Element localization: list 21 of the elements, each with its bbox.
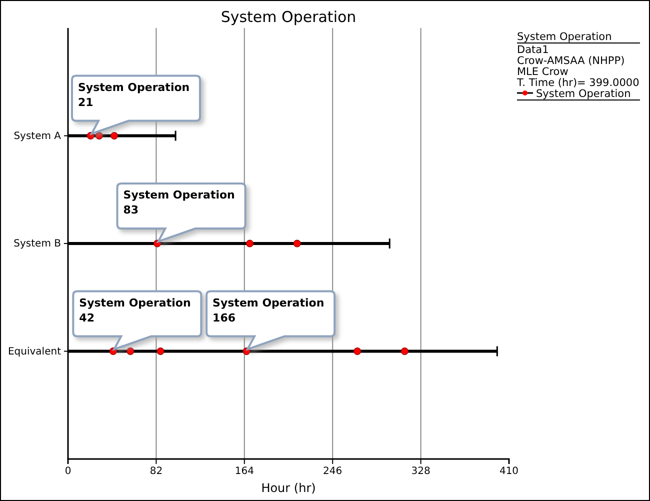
legend-title: System Operation bbox=[517, 31, 612, 43]
annotation: System Operation 21 bbox=[78, 80, 190, 109]
text: Crow-AMSAA (NHPP) bbox=[517, 55, 625, 67]
annotation: System Operation 42 bbox=[79, 296, 191, 324]
text: T. Time (hr)= 399.0000 bbox=[516, 77, 640, 89]
x-tick-label: 164 bbox=[234, 466, 254, 478]
x-tick-label: 410 bbox=[499, 466, 519, 478]
x-tick-label: 82 bbox=[150, 466, 163, 478]
annotation: System Operation 83 bbox=[123, 188, 235, 216]
text: MLE Crow bbox=[517, 66, 569, 78]
x-tick-label: 328 bbox=[411, 466, 430, 478]
y-tick-label: System B bbox=[14, 238, 62, 250]
legend-label: System Operation bbox=[536, 88, 631, 100]
x-tick-label: 246 bbox=[323, 466, 342, 478]
chart-title: System Operation bbox=[220, 8, 356, 26]
text: Data1 bbox=[517, 44, 549, 56]
annotation: System Operation 166 bbox=[212, 296, 324, 324]
x-tick-label: 0 bbox=[64, 466, 72, 478]
y-tick-label: Equivalent bbox=[8, 346, 62, 358]
x-axis-title: Hour (hr) bbox=[261, 481, 316, 495]
y-tick-label: System A bbox=[14, 130, 62, 142]
